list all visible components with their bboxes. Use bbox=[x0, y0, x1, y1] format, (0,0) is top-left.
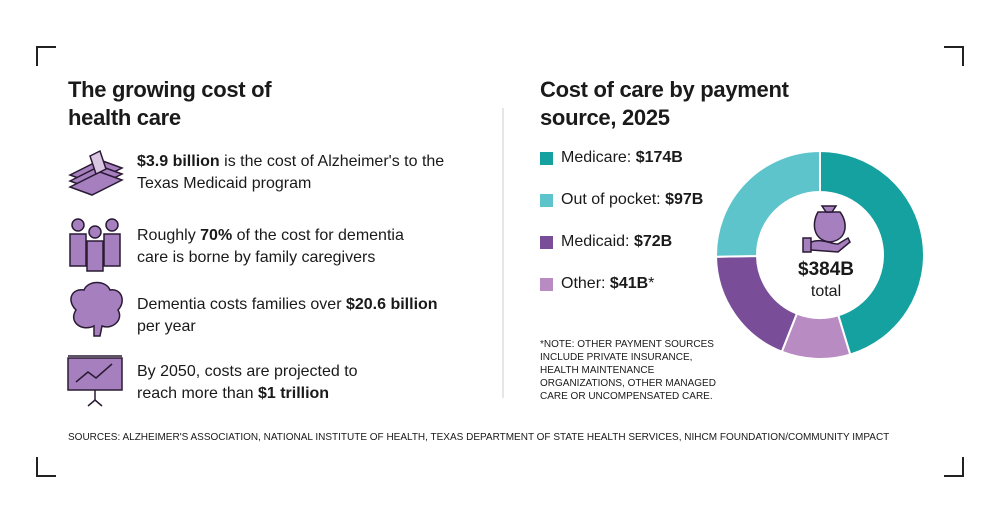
item-text: By 2050, costs are projected to reach mo… bbox=[137, 363, 358, 402]
legend-swatch bbox=[540, 277, 553, 291]
note: *NOTE: OTHER PAYMENT SOURCES INCLUDE PRI… bbox=[540, 339, 716, 402]
money-bag-icon bbox=[802, 205, 851, 253]
legend-value: $72B bbox=[633, 233, 673, 250]
item-highlight: $3.9 billion bbox=[137, 153, 220, 170]
legend-entry: Other: $41B * bbox=[540, 274, 654, 294]
icons bbox=[67, 149, 124, 407]
people-icon bbox=[69, 218, 121, 272]
chart-icon bbox=[67, 355, 123, 407]
cost-item: By 2050, costs are projected to reach mo… bbox=[137, 361, 372, 405]
money-icon bbox=[68, 149, 124, 196]
item-highlight: $20.6 billion bbox=[345, 296, 438, 313]
donut-slice bbox=[715, 149, 821, 258]
legend-swatch bbox=[540, 193, 553, 207]
legend-value: $97B bbox=[665, 191, 704, 208]
legend-entry: Medicaid: $72B bbox=[540, 232, 672, 252]
corner-brackets bbox=[36, 46, 964, 477]
cost-item: Dementia costs families over $20.6 billi… bbox=[137, 294, 462, 338]
cost-item: $3.9 billion is the cost of Alzheimer's … bbox=[137, 151, 457, 195]
legend-label: Other: bbox=[561, 275, 606, 292]
brain-icon bbox=[70, 281, 123, 337]
chart-title: Cost of care by payment source, 2025 bbox=[540, 77, 789, 130]
center-sublabel: total bbox=[810, 283, 842, 300]
legend-entry: Medicare: $174B bbox=[540, 148, 683, 168]
donut bbox=[714, 149, 925, 360]
item-text: Dementia costs families over bbox=[137, 296, 346, 313]
legend-entry: Out of pocket: $97B bbox=[540, 190, 703, 210]
legend-value: $41B bbox=[609, 275, 649, 292]
sources: SOURCES: ALZHEIMER'S ASSOCIATION, NATION… bbox=[68, 432, 890, 443]
left-title: The growing cost of health care bbox=[68, 77, 272, 130]
item-text: of the cost for dementia care is borne b… bbox=[137, 227, 404, 266]
footnote-marker: * bbox=[648, 275, 655, 292]
cost-item: Roughly 70% of the cost for dementia car… bbox=[137, 225, 437, 269]
center-label: $384B bbox=[798, 259, 854, 280]
item-text: per year bbox=[137, 318, 196, 335]
legend-swatch bbox=[540, 151, 553, 165]
item-highlight: 70% bbox=[200, 227, 233, 244]
legend-label: Medicaid: bbox=[561, 233, 630, 250]
item-text: is the cost of Alzheimer's to the Texas … bbox=[137, 153, 445, 192]
donut-slice bbox=[819, 149, 925, 356]
legend-label: Out of pocket: bbox=[561, 191, 661, 208]
item-highlight: $1 trillion bbox=[257, 385, 330, 402]
legend-swatch bbox=[540, 235, 553, 249]
legend-value: $174B bbox=[635, 149, 683, 166]
legend-label: Medicare: bbox=[561, 149, 632, 166]
item-text: Roughly bbox=[137, 227, 201, 244]
